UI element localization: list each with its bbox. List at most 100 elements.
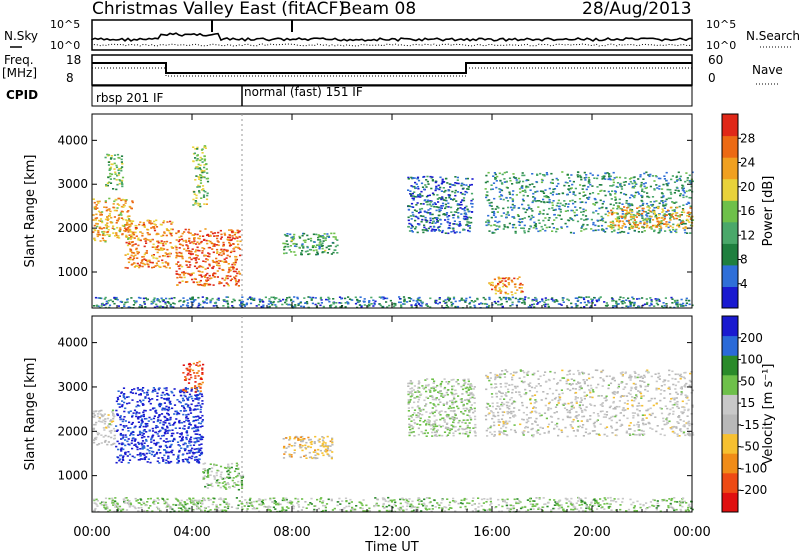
beam-label: Beam 08	[340, 0, 416, 19]
velocity-colorbar-swatch	[722, 355, 738, 376]
velocity-panel: 1000 2000 3000 4000 Slant Range [km] 200 100…	[23, 315, 776, 513]
velocity-colorbar-tick-label: -15	[740, 418, 760, 432]
noise-right-tick-bottom: 10^0	[706, 39, 736, 52]
station-title: Christmas Valley East (fitACF)	[92, 0, 345, 19]
power-heatmap	[92, 145, 695, 309]
nave-series-line	[92, 67, 692, 77]
velocity-colorbar-tick-label: -100	[740, 461, 767, 475]
velocity-ytick-label: 3000	[57, 380, 88, 394]
x-tick-label: 00:00	[73, 525, 110, 540]
nave-right-tick-top: 60	[708, 53, 723, 67]
power-colorbar-swatch	[722, 135, 738, 158]
freq-label: Freq.	[4, 53, 34, 67]
velocity-ytick-label: 4000	[57, 336, 88, 350]
velocity-colorbar-swatch	[722, 414, 738, 435]
power-region-8	[488, 276, 524, 296]
velocity-y-axis: 1000 2000 3000 4000	[57, 336, 692, 483]
velocity-colorbar-swatch	[722, 492, 738, 513]
power-colorbar-swatch	[722, 243, 738, 266]
power-region-4	[174, 228, 242, 287]
nsky-label: N.Sky	[4, 29, 38, 43]
freq-unit: [MHz]	[2, 66, 37, 80]
power-colorbar: 4 8 12 16 20 24 28	[721, 113, 755, 309]
nsearch-label: N.Search	[746, 29, 800, 43]
nave-right-tick-bottom: 0	[708, 71, 716, 85]
velocity-colorbar-swatch	[722, 394, 738, 415]
power-colorbar-tick-label: 24	[740, 156, 755, 170]
velocity-region-3	[182, 360, 205, 393]
cpid-segment-2: normal (fast) 151 IF	[244, 85, 363, 99]
noise-left-tick-top: 10^5	[50, 18, 80, 31]
velocity-region-5	[282, 435, 334, 460]
x-tick-label: 04:00	[173, 525, 210, 540]
x-axis-label: Time UT	[364, 540, 418, 554]
velocity-region-7	[484, 369, 695, 438]
velocity-colorbar-swatch	[722, 335, 738, 356]
cpid-label: CPID	[6, 88, 38, 102]
power-colorbar-swatch	[722, 178, 738, 201]
frequency-series-line	[92, 62, 692, 74]
freq-left-tick-top: 18	[66, 53, 81, 67]
noise-left-tick-bottom: 10^0	[50, 39, 80, 52]
power-region-5	[192, 145, 210, 208]
cpid-panel-frame	[91, 85, 693, 107]
velocity-colorbar-label: Velocity [m s⁻¹]	[761, 364, 776, 465]
power-colorbar-tick-label: 20	[740, 180, 755, 194]
freq-left-tick-bottom: 8	[66, 71, 74, 85]
velocity-ytick-label: 1000	[57, 469, 88, 483]
nsearch-series-line	[91, 43, 693, 47]
power-panel: 1000 2000 3000 4000 Slant Range [km] 4 8 12 16…	[23, 113, 776, 309]
power-colorbar-label: Power [dB]	[761, 176, 776, 247]
date-label: 28/Aug/2013	[582, 0, 692, 19]
velocity-colorbar-tick-label: 200	[740, 331, 763, 345]
power-colorbar-tick-label: 4	[740, 277, 748, 291]
velocity-colorbar-tick-label: 100	[740, 353, 763, 367]
noise-panel: N.Sky 10^5 10^0 10^5 10^0 N.Search	[4, 18, 800, 52]
x-tick-label: 20:00	[573, 525, 610, 540]
velocity-colorbar-tick-label: 15	[740, 396, 755, 410]
power-y-axis: 1000 2000 3000 4000	[57, 133, 692, 279]
velocity-colorbar-swatch	[722, 316, 738, 337]
power-ytick-label: 2000	[57, 221, 88, 235]
velocity-region-2	[115, 387, 205, 464]
power-ytick-label: 4000	[57, 133, 88, 147]
x-tick-label: 00:00	[673, 525, 710, 540]
velocity-colorbar-tick-label: -200	[740, 483, 767, 497]
velocity-colorbar-tick-label: 50	[740, 374, 755, 388]
power-colorbar-tick-label: 28	[740, 131, 755, 145]
x-tick-label: 08:00	[273, 525, 310, 540]
power-ytick-label: 3000	[57, 177, 88, 191]
power-region-6	[282, 232, 339, 256]
velocity-colorbar-swatch	[722, 453, 738, 474]
frequency-panel-frame	[91, 54, 693, 86]
power-region-2	[104, 153, 125, 191]
power-region-11	[92, 296, 694, 309]
power-colorbar-swatch	[722, 157, 738, 180]
velocity-panel-background	[92, 316, 692, 512]
power-region-7	[407, 175, 474, 235]
x-tick-label: 16:00	[473, 525, 510, 540]
velocity-colorbar-swatch	[722, 374, 738, 395]
velocity-ytick-label: 2000	[57, 424, 88, 438]
power-colorbar-tick-label: 12	[740, 228, 755, 242]
power-region-10	[607, 206, 694, 230]
cpid-segment-1: rbsp 201 IF	[96, 91, 163, 105]
power-colorbar-swatch	[722, 264, 738, 287]
velocity-region-6	[407, 378, 477, 438]
power-colorbar-swatch	[722, 286, 738, 309]
nave-label: Nave	[752, 63, 783, 77]
power-ytick-label: 1000	[57, 265, 88, 279]
velocity-colorbar-swatch	[722, 433, 738, 454]
cpid-panel: CPID rbsp 201 IF normal (fast) 151 IF	[6, 85, 693, 107]
power-colorbar-tick-label: 16	[740, 204, 755, 218]
nsky-series-line	[91, 32, 693, 42]
velocity-colorbar-tick-label: -50	[740, 440, 760, 454]
noise-right-tick-top: 10^5	[706, 18, 736, 31]
power-panel-background	[92, 114, 692, 308]
time-axis: 00:00 04:00 08:00 12:00 16:00 20:00 00:00	[73, 114, 711, 540]
noise-panel-frame	[91, 19, 693, 51]
power-ylabel: Slant Range [km]	[23, 155, 38, 268]
velocity-colorbar: 200 100 50 15 -15 -50 -100 -200	[721, 315, 767, 513]
power-region-3	[124, 219, 175, 269]
